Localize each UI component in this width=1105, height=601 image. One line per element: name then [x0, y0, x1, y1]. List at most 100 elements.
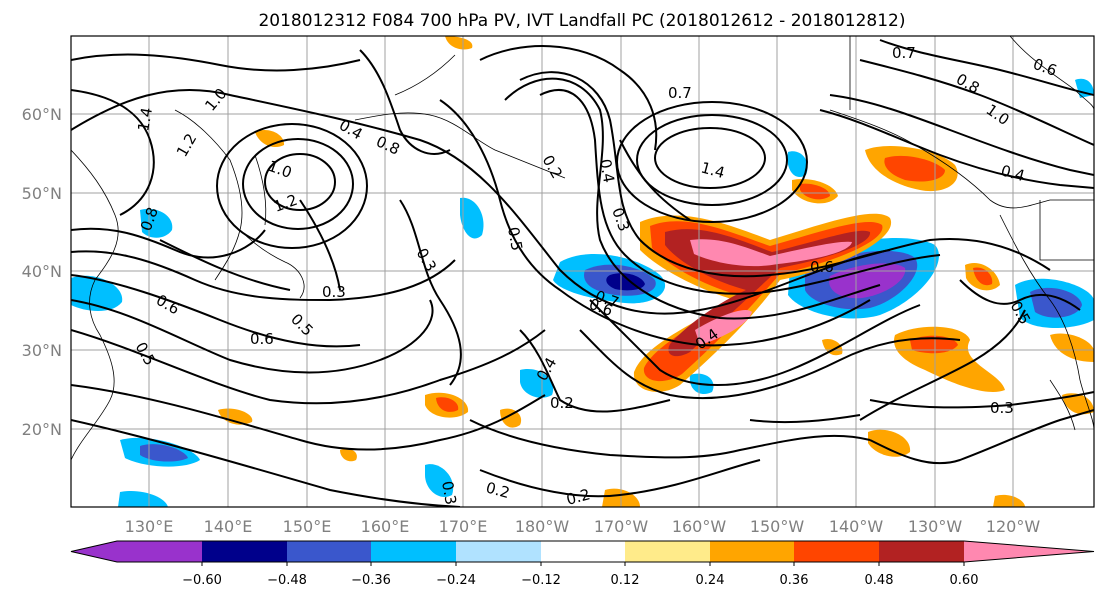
colorbar-label: −0.24: [436, 573, 476, 588]
contour-label: 0.2: [564, 485, 592, 509]
colorbar-extend-min: [71, 541, 117, 562]
anomaly-blob: [140, 208, 173, 238]
contour-line: [71, 227, 266, 259]
lon-tick-label: 180°W: [515, 517, 570, 536]
lon-tick-label: 170°E: [439, 517, 488, 536]
anomaly-blob: [800, 183, 830, 200]
contour-line: [519, 329, 671, 413]
contour-line: [71, 329, 546, 405]
colorbar-label: −0.12: [521, 573, 561, 588]
contour-line: [264, 153, 336, 211]
colorbar-swatch: [456, 541, 541, 562]
colorbar-label: 0.24: [696, 573, 725, 588]
anomaly-blob: [829, 263, 906, 299]
lon-tick-label: 140°E: [204, 517, 253, 536]
colorbar-label: −0.48: [267, 573, 307, 588]
anomaly-blob: [993, 494, 1025, 507]
colorbar-swatch: [371, 541, 456, 562]
contour-line: [71, 53, 361, 72]
map-title: 2018012312 F084 700 hPa PV, IVT Landfall…: [258, 11, 905, 31]
colorbar-label: −0.60: [182, 573, 222, 588]
lat-tick-label: 50°N: [22, 184, 62, 203]
colorbar-swatch: [879, 541, 964, 562]
contour-line: [439, 99, 871, 347]
contour-label: 0.5: [504, 226, 526, 253]
anomaly-blob: [1062, 393, 1094, 415]
pv-contours: [71, 39, 1094, 507]
anomaly-blob: [973, 267, 993, 286]
colorbar-swatch: [117, 541, 202, 562]
contour-label: 0.7: [892, 44, 916, 62]
colorbar-swatch: [625, 541, 710, 562]
contour-label: 0.3: [438, 480, 460, 507]
contour-label: 1.4: [699, 158, 727, 182]
contour-label: 0.6: [810, 258, 834, 276]
contour-line: [539, 89, 941, 295]
contour-label: 0.2: [550, 394, 574, 412]
colorbar-label: 0.48: [865, 573, 894, 588]
lon-tick-label: 150°E: [283, 517, 332, 536]
contour-line: [869, 409, 1094, 465]
colorbar-label: 0.60: [950, 573, 979, 588]
contour-line: [749, 414, 861, 424]
lon-tick-label: 150°W: [750, 517, 805, 536]
contour-line: [504, 77, 881, 320]
colorbar-label: 0.36: [780, 573, 809, 588]
contour-line: [829, 94, 1094, 176]
contour-line: [299, 199, 341, 291]
contour-label: 0.3: [990, 399, 1014, 417]
lat-tick-label: 20°N: [22, 420, 62, 439]
colorbar-ticks: [201, 562, 965, 566]
contour-line: [216, 123, 368, 249]
colorbar-swatch: [202, 541, 287, 562]
anomaly-blob: [787, 151, 808, 178]
colorbar-outline: [70, 540, 1095, 563]
contour-line: [359, 49, 451, 155]
contour-line: [859, 309, 1026, 421]
anomaly-blob: [868, 429, 911, 457]
lon-tick-label: 160°W: [672, 517, 727, 536]
colorbar-swatch: [710, 541, 794, 562]
contour-line: [71, 250, 456, 302]
anomaly-blob: [340, 448, 357, 462]
contour-line: [71, 274, 361, 348]
anomaly-blob: [500, 408, 522, 428]
lat-tick-label: 30°N: [22, 341, 62, 360]
contour-label: 0.2: [484, 478, 512, 502]
contour-line: [242, 138, 354, 230]
contour-label: 0.4: [999, 161, 1027, 185]
contour-line: [579, 329, 961, 400]
colorbar-extend-max: [964, 541, 1094, 562]
contour-line: [819, 109, 1094, 189]
contour-line: [619, 139, 691, 221]
lon-tick-label: 170°W: [594, 517, 649, 536]
contour-line: [71, 89, 155, 216]
anomaly-blob: [690, 239, 852, 267]
contour-line: [869, 391, 1094, 409]
lon-tick-label: 120°W: [986, 517, 1041, 536]
contour-line: [859, 59, 1094, 146]
anomaly-blob: [425, 464, 454, 498]
contour-line: [71, 384, 546, 451]
anomaly-blob: [436, 397, 459, 412]
colorbar-label: −0.36: [351, 573, 391, 588]
anomaly-blob: [445, 36, 473, 50]
contour-line: [479, 459, 761, 498]
colorbar: −0.60 −0.48 −0.36 −0.24 −0.12 0.12 0.24 …: [70, 540, 1095, 588]
contour-label: 0.4: [596, 158, 618, 185]
contour-line: [71, 299, 434, 374]
map-frame: [70, 35, 1095, 508]
contour-line: [399, 199, 462, 386]
colorbar-label: 0.12: [611, 573, 640, 588]
lon-tick-label: 140°W: [829, 517, 884, 536]
lat-tick-label: 40°N: [22, 262, 62, 281]
contour-label: 0.3: [322, 283, 346, 301]
anomaly-blob: [910, 335, 958, 354]
longitude-labels: 130°E 140°E 150°E 160°E 170°E 180°W 170°…: [125, 517, 1041, 536]
contour-line: [159, 239, 291, 291]
colorbar-swatch: [794, 541, 879, 562]
contour-line: [519, 71, 1051, 278]
anomaly-blob: [520, 369, 554, 398]
anomaly-blob: [218, 408, 253, 425]
